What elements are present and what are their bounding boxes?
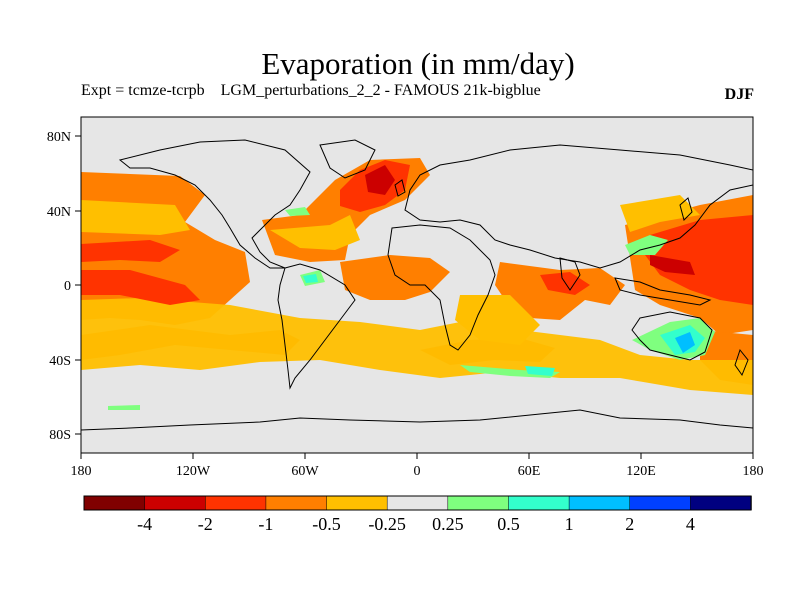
colorbar-swatch: [629, 495, 692, 511]
y-tick-label: 80N: [47, 130, 71, 145]
colorbar-swatch: [690, 495, 752, 511]
coast-uk: [394, 179, 406, 197]
colorbar-swatch: [447, 495, 510, 511]
colorbar-swatch: [83, 495, 146, 511]
x-tick-label: 120W: [176, 464, 211, 479]
field-darkred-wpac: [650, 255, 695, 275]
coast-greenland: [319, 139, 376, 179]
field-darkred-natl: [365, 165, 395, 195]
y-tick-label: 40N: [47, 205, 71, 220]
field-orange-eqatl: [340, 255, 450, 300]
field-blue-aus: [675, 332, 695, 353]
y-tick-label: 0: [64, 279, 71, 294]
field-teal-s-ind: [525, 366, 555, 376]
colorbar-label: -0.5: [312, 514, 341, 534]
coast-eurasia: [404, 144, 753, 269]
field-green-atl: [285, 207, 310, 216]
coastlines: [81, 139, 753, 431]
field-red-epac: [81, 270, 200, 305]
field-red-wpac: [645, 215, 753, 305]
x-tick-label: 180: [71, 464, 92, 479]
coast-africa: [387, 224, 496, 351]
colorbar-label: -1: [258, 514, 273, 534]
season-label: DJF: [724, 86, 754, 103]
field-yellow-pacific: [620, 195, 700, 232]
colorbar-swatch: [265, 495, 328, 511]
field-green-nwpac: [625, 235, 668, 255]
map-plot-area: [81, 117, 753, 453]
axis-ticks: [75, 135, 754, 459]
colorbar-swatch: [326, 495, 388, 511]
x-tick-label: 60W: [291, 464, 319, 479]
field-yellow-npac: [81, 200, 190, 235]
colorbar-swatch: [386, 495, 449, 511]
colorbar-label: 4: [686, 514, 695, 534]
colorbar-swatch: [144, 495, 207, 511]
x-tick-label: 180: [743, 464, 764, 479]
field-green-s-ind: [460, 365, 560, 378]
coast-new-zealand: [734, 348, 749, 377]
colorbar-swatch: [568, 495, 631, 511]
y-tick-label: 80S: [49, 428, 71, 443]
colorbar-label: -4: [137, 514, 152, 534]
experiment-subtitle: Expt = tcmze-tcrpb LGM_perturbations_2_2…: [81, 82, 541, 99]
field-teal-sam: [303, 274, 318, 283]
field-green-sice: [108, 405, 140, 410]
y-tick-label: 40S: [49, 354, 71, 369]
colorbar-label: -0.25: [368, 514, 406, 534]
colorbar-swatch: [508, 495, 570, 511]
coast-south-america: [277, 263, 356, 390]
coast-india: [559, 257, 581, 291]
coast-japan: [679, 197, 693, 221]
coast-antarctica: [81, 409, 753, 431]
field-red-ind: [540, 272, 590, 295]
x-tick-label: 120E: [626, 464, 656, 479]
field-red-npac: [81, 240, 180, 262]
field-yellow-atl: [270, 215, 360, 250]
colorbar-frame: [83, 495, 752, 511]
colorbar-labels: -4 -2 -1 -0.5 -0.25 0.25 0.5 1 2 4: [137, 514, 695, 534]
coast-maritime: [614, 277, 712, 306]
colorbar-swatch: [205, 495, 267, 511]
field-yellow-south: [81, 298, 753, 395]
field-yellow-ind: [455, 295, 540, 345]
colorbar-label: 0.5: [497, 514, 520, 534]
colorbar-label: 2: [625, 514, 634, 534]
colorbar: [83, 495, 752, 511]
colorbar-label: 1: [565, 514, 574, 534]
chart-title: Evaporation (in mm/day): [261, 46, 575, 81]
x-tick-label: 60E: [518, 464, 541, 479]
x-tick-label: 0: [414, 464, 421, 479]
coast-australia: [631, 311, 713, 361]
colorbar-label: -2: [198, 514, 213, 534]
evaporation-field: [81, 158, 753, 410]
coast-north-america: [118, 139, 311, 269]
colorbar-label: 0.25: [432, 514, 464, 534]
